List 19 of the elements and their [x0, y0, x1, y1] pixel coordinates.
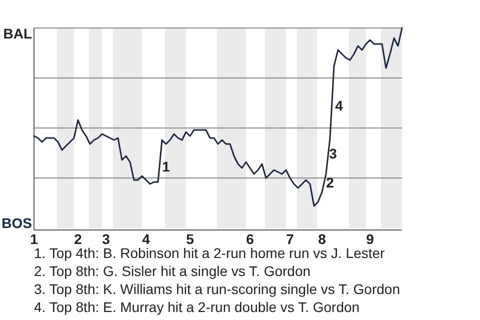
x-tick-label: 6	[246, 231, 254, 247]
text: 4. Top 8th: E. Murray hit a 2-run double vs T. Gordon	[34, 299, 360, 315]
x-tick-label: 8	[318, 231, 326, 247]
annotation: 4	[335, 98, 344, 114]
text: 1. Top 4th: B. Robinson hit a 2-run home run vs J. Lester	[34, 245, 386, 261]
text: 3. Top 8th: K. Williams hit a run-scoring single vs T. Gordon	[34, 281, 400, 297]
annotation: 1	[162, 158, 170, 175]
text: BOS	[2, 215, 32, 231]
x-tick-label: 1	[30, 231, 38, 247]
text: BAL	[3, 25, 32, 42]
x-tick-label: 7	[286, 231, 294, 247]
text: 2. Top 8th: G. Sisler hit a single vs T. Gordon	[34, 263, 311, 279]
annotation: 3	[329, 146, 338, 162]
x-tick-label: 3	[102, 231, 110, 247]
x-tick-label: 9	[366, 231, 374, 247]
annotation: 2	[326, 174, 334, 191]
x-tick-label: 2	[74, 231, 82, 247]
x-tick-label: 4	[142, 231, 150, 247]
x-tick-label: 5	[186, 231, 194, 247]
